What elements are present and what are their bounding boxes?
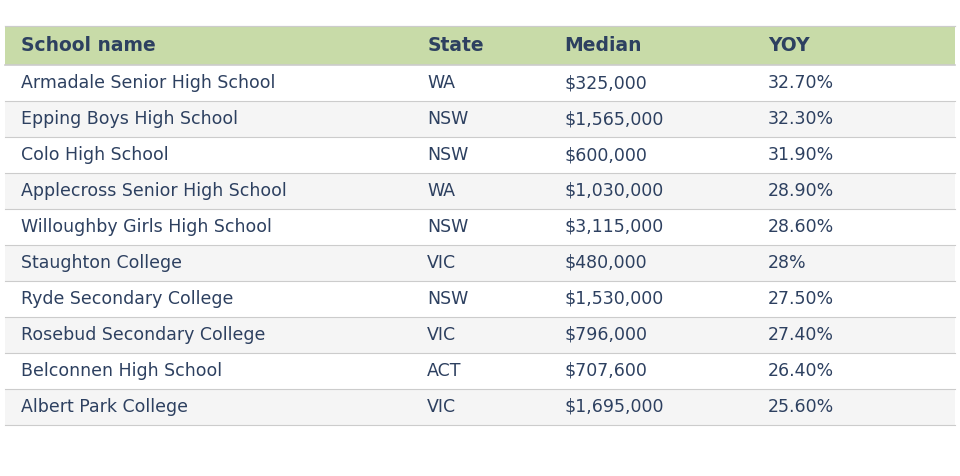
Text: NSW: NSW [427,146,468,164]
Text: VIC: VIC [427,254,456,272]
Text: $1,530,000: $1,530,000 [564,290,663,308]
Text: 28.60%: 28.60% [768,218,834,236]
Text: YOY: YOY [768,36,809,55]
Bar [5,209,955,245]
Bar [5,281,955,317]
Text: 28%: 28% [768,254,806,272]
Text: $1,565,000: $1,565,000 [564,110,664,128]
Text: 27.50%: 27.50% [768,290,834,308]
Bar [5,26,955,65]
Text: NSW: NSW [427,110,468,128]
Text: Colo High School: Colo High School [21,146,169,164]
Bar [5,65,955,101]
Bar [5,317,955,353]
Text: WA: WA [427,182,455,200]
Text: Epping Boys High School: Epping Boys High School [21,110,238,128]
Text: Median: Median [564,36,642,55]
Text: $1,695,000: $1,695,000 [564,397,664,416]
Text: Rosebud Secondary College: Rosebud Secondary College [21,326,266,344]
Text: NSW: NSW [427,290,468,308]
Text: $325,000: $325,000 [564,74,647,92]
Bar [5,173,955,209]
Text: Staughton College: Staughton College [21,254,182,272]
Text: 27.40%: 27.40% [768,326,834,344]
Text: VIC: VIC [427,326,456,344]
Bar [5,101,955,137]
Text: 32.70%: 32.70% [768,74,834,92]
Bar [5,137,955,173]
Text: WA: WA [427,74,455,92]
Text: VIC: VIC [427,397,456,416]
Text: NSW: NSW [427,218,468,236]
Text: 31.90%: 31.90% [768,146,834,164]
Bar [5,388,955,425]
Text: State: State [427,36,484,55]
Text: Applecross Senior High School: Applecross Senior High School [21,182,287,200]
Text: Albert Park College: Albert Park College [21,397,188,416]
Text: 26.40%: 26.40% [768,362,834,380]
Bar [5,353,955,388]
Text: ACT: ACT [427,362,462,380]
Text: $600,000: $600,000 [564,146,647,164]
Text: $1,030,000: $1,030,000 [564,182,663,200]
Text: $796,000: $796,000 [564,326,647,344]
Text: 25.60%: 25.60% [768,397,834,416]
Text: 28.90%: 28.90% [768,182,834,200]
Text: Ryde Secondary College: Ryde Secondary College [21,290,233,308]
Text: Belconnen High School: Belconnen High School [21,362,223,380]
Text: $707,600: $707,600 [564,362,647,380]
Text: School name: School name [21,36,156,55]
Text: $480,000: $480,000 [564,254,647,272]
Text: Armadale Senior High School: Armadale Senior High School [21,74,276,92]
Text: Willoughby Girls High School: Willoughby Girls High School [21,218,272,236]
Bar [5,245,955,281]
Text: 32.30%: 32.30% [768,110,834,128]
Text: $3,115,000: $3,115,000 [564,218,663,236]
